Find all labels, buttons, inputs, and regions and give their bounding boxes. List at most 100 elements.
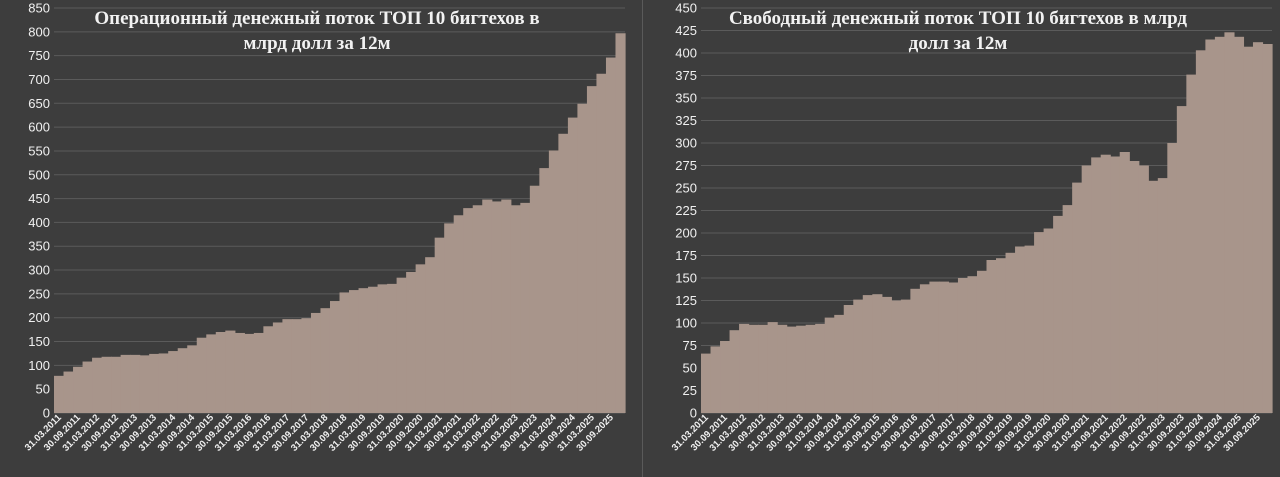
chart-0-bar [177, 348, 188, 413]
chart-1-bar [919, 284, 930, 413]
chart-1-bar [1176, 106, 1187, 413]
chart-0-bar [63, 371, 74, 413]
chart-0-bar [158, 353, 169, 413]
chart-1-bar [1262, 44, 1273, 413]
chart-1-y-tick-label: 50 [683, 361, 697, 376]
chart-1-bar [1072, 182, 1083, 413]
chart-1-bar [872, 294, 883, 413]
chart-0-bar [130, 354, 141, 413]
chart-1-bar [1157, 178, 1168, 413]
chart-0-y-tick-label: 350 [28, 239, 50, 254]
chart-1-bar [1129, 161, 1140, 413]
chart-1-y-tick-label: 175 [675, 248, 697, 263]
chart-1-bar [767, 322, 778, 413]
chart-1-bar [967, 276, 978, 413]
ocf-chart-svg: 0 50 100 150 200 250 300 350 400 450 500 550 600 650 7… [23, 1, 626, 454]
chart-1-bar [710, 346, 721, 413]
chart-1-bar [701, 353, 712, 413]
chart-0-y-tick-label: 850 [28, 1, 50, 16]
chart-1-bar [853, 299, 864, 413]
chart-1-bar [739, 323, 750, 413]
chart-0-bar [111, 356, 122, 413]
chart-0-bar [377, 284, 388, 413]
chart-0-bar [615, 33, 626, 414]
chart-0-bar [225, 330, 236, 413]
chart-0-bar [605, 57, 617, 413]
chart-1-bar [805, 324, 816, 413]
chart-0-bar [215, 332, 226, 413]
chart-0-bar [387, 283, 398, 413]
chart-0-y-tick-label: 300 [28, 263, 50, 278]
chart-0-y-tick-label: 550 [28, 143, 50, 158]
chart-1-y-tick-label: 250 [675, 181, 697, 196]
chart-0-bar [92, 357, 103, 413]
chart-0-bar [234, 332, 245, 413]
chart-1-bar [1195, 50, 1206, 414]
chart-1-y-tick-label: 0 [690, 406, 697, 421]
chart-0-bar [434, 237, 445, 413]
chart-0-y-tick-label: 700 [28, 72, 50, 87]
chart-1-y-tick-label: 450 [675, 1, 697, 16]
chart-1-y-tick-label: 200 [675, 226, 697, 241]
chart-1-bar [957, 278, 969, 413]
chart-0-bar [358, 288, 369, 413]
chart-0-bar [196, 337, 207, 413]
chart-0-y-tick-label: 200 [28, 310, 50, 325]
chart-1-y-tick-label: 300 [675, 136, 697, 151]
chart-0-bar [187, 345, 198, 413]
chart-1-bar [891, 300, 902, 413]
chart-0-bar [558, 133, 569, 413]
chart-0-bar [425, 257, 436, 413]
chart-0-bar [82, 361, 93, 413]
chart-0-y-tick-label: 0 [43, 406, 50, 421]
chart-1-bar [1024, 245, 1035, 413]
chart-0-bar [206, 334, 217, 413]
chart-1-y-tick-label: 75 [683, 338, 697, 353]
chart-0-y-tick-label: 150 [28, 334, 50, 349]
chart-1-bar [824, 317, 835, 413]
chart-0-bar [520, 202, 531, 413]
chart-1-bar [834, 314, 845, 413]
chart-0-bar [73, 366, 84, 413]
chart-1-bar [1100, 154, 1111, 413]
chart-1-bar [1053, 215, 1064, 413]
chart-0-bar [139, 355, 150, 413]
chart-1-bar [910, 288, 921, 413]
chart-1-bar [929, 281, 940, 413]
chart-0-y-tick-label: 650 [28, 96, 50, 111]
chart-0-bar [463, 208, 474, 413]
chart-0-bar [272, 322, 283, 413]
chart-1-bar [1252, 42, 1264, 413]
fcf-chart-panel: 0 25 50 75 100 125 150 175 200 225 250 275 300 325 350… [643, 0, 1280, 477]
chart-0-bar [596, 73, 607, 414]
chart-1-bar [786, 326, 797, 413]
chart-0-bar [577, 103, 588, 413]
panel-divider [642, 0, 643, 477]
chart-1-y-tick-label: 100 [675, 316, 697, 331]
chart-0-y-tick-label: 750 [28, 48, 50, 63]
chart-0-bar [491, 201, 502, 413]
chart-1-bar [1034, 232, 1045, 413]
chart-1-bar [815, 323, 826, 413]
chart-1-y-tick-label: 150 [675, 271, 697, 286]
chart-1-y-tick-label: 275 [675, 158, 697, 173]
chart-1-bar [796, 325, 807, 413]
chart-0-bar [253, 332, 264, 413]
chart-0-y-tick-label: 800 [28, 24, 50, 39]
chart-0-bar [349, 290, 360, 413]
chart-1-bar [948, 282, 959, 413]
chart-0-bar [244, 333, 255, 413]
chart-0-bar [586, 86, 598, 413]
chart-1-bar [1224, 32, 1235, 414]
chart-1-bar [862, 295, 873, 413]
chart-0-bar [149, 353, 160, 413]
chart-0-bar [120, 354, 131, 413]
chart-1-bar [758, 324, 769, 413]
chart-0-y-tick-label: 50 [36, 382, 50, 397]
chart-0-bar [282, 319, 293, 413]
fcf-chart-svg: 0 25 50 75 100 125 150 175 200 225 250 275 300 325 350… [670, 1, 1273, 454]
chart-1-bar [777, 324, 788, 413]
chart-1-bar [1233, 36, 1245, 414]
chart-0-bar [472, 205, 483, 413]
